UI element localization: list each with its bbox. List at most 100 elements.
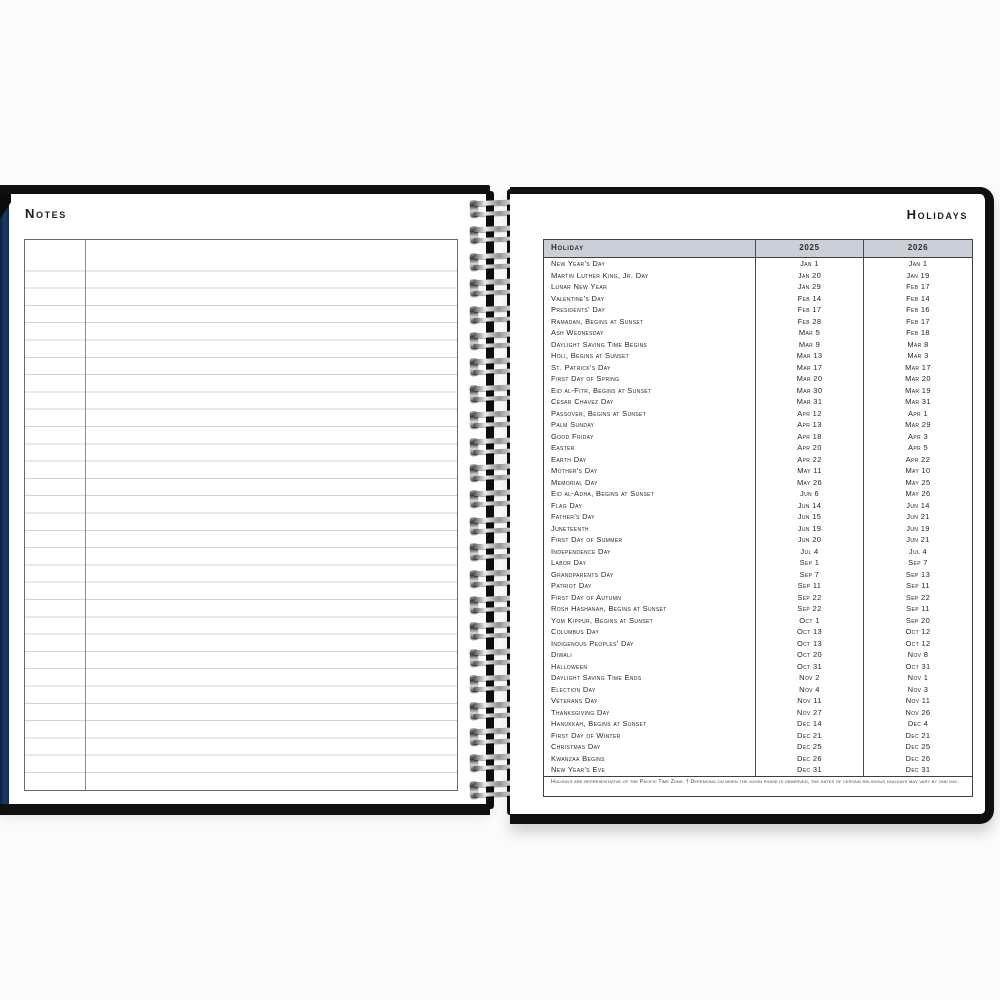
cover-spine-strip [0,193,9,804]
holiday-date-cell: Mar 13 [755,350,863,362]
table-row: Daylight Saving Time Ends Nov 2 Nov 1 [544,672,972,684]
holiday-date-cell: Feb 17 [863,281,972,293]
holiday-name-cell: Yom Kippur, Begins at Sunset [551,615,654,625]
holiday-date-cell: Nov 2 [755,672,863,684]
holiday-date-cell: Nov 4 [755,683,863,695]
holiday-date-cell: Mar 8 [863,338,972,350]
table-row: Ramadan, Begins at Sunset Feb 28 Feb 17 [544,315,972,327]
table-row: Passover, Begins at Sunset Apr 12 Apr 1 [544,407,972,419]
holiday-date-cell: Mar 20 [863,373,972,385]
holiday-date-cell: Dec 26 [755,752,863,764]
holiday-date-cell: Dec 14 [755,718,863,730]
holiday-name-cell: Father's Day [551,512,595,521]
holiday-date-cell: Feb 14 [863,292,972,304]
holiday-name-cell: New Year's Eve [551,765,606,774]
holiday-date-cell: May 25 [863,476,972,488]
holiday-date-cell: Sep 1 [755,557,863,569]
table-row: New Year's Day Jan 1 Jan 1 [544,258,972,270]
holiday-date-cell: Apr 22 [755,453,863,465]
holiday-date-cell: Jan 1 [755,258,863,270]
table-row: Holi, Begins at Sunset Mar 13 Mar 3 [544,350,972,362]
holiday-name-cell: Earth Day [551,454,587,464]
holiday-date-cell: Sep 11 [755,580,863,592]
holiday-name-cell: Rosh Hashanah, Begins at Sunset [551,604,667,613]
holiday-date-cell: Jan 1 [863,258,972,270]
holiday-date-cell: Sep 22 [755,591,863,603]
holiday-date-cell: Jun 21 [863,511,972,523]
table-row: Thanksgiving Day Nov 27 Nov 26 [544,706,972,718]
holiday-name-cell: Lunar New Year [551,282,608,291]
holiday-date-cell: Mar 17 [863,361,972,373]
holiday-date-cell: Dec 26 [863,752,972,764]
holiday-date-cell: Mar 9 [755,338,863,350]
holiday-date-cell: Feb 18 [863,327,972,339]
holiday-date-cell: Dec 21 [755,729,863,741]
table-row: First Day of Autumn Sep 22 Sep 22 [544,591,972,603]
holiday-date-cell: Jun 14 [863,499,972,511]
holiday-date-cell: Apr 12 [755,407,863,419]
left-page-bottom-cover-edge [0,804,490,815]
holiday-name-cell: Daylight Saving Time Ends [551,673,642,682]
holiday-name-cell: Indigenous Peoples' Day [551,638,634,648]
holiday-date-cell: Sep 22 [863,591,972,603]
holiday-date-cell: Sep 11 [863,580,972,592]
holiday-name-cell: First Day of Autumn [551,592,622,602]
table-row: Eid al-Fitr, Begins at Sunset Mar 30 Mar 1… [544,384,972,396]
holiday-name-cell: Halloween [551,661,588,671]
holiday-name-cell: Flag Day [551,500,583,510]
table-row: César Chávez Day Mar 31 Mar 31 [544,396,972,408]
holiday-name-cell: Thanksgiving Day [551,707,610,717]
holiday-name-cell: Palm Sunday [551,420,595,429]
holiday-date-cell: Feb 17 [755,304,863,316]
holiday-date-cell: Apr 5 [863,442,972,454]
holiday-date-cell: Mar 20 [755,373,863,385]
holiday-date-cell: Oct 31 [755,660,863,672]
holiday-date-cell: Dec 25 [755,741,863,753]
holiday-name-cell: Veterans Day [551,696,598,705]
holiday-date-cell: Apr 18 [755,430,863,442]
holiday-name-cell: Independence Day [551,546,611,556]
holiday-name-cell: St. Patrick's Day [551,362,611,372]
holiday-date-cell: Nov 8 [863,649,972,661]
holiday-date-cell: May 26 [755,476,863,488]
table-row: Ash Wednesday Mar 5 Feb 18 [544,327,972,339]
holiday-date-cell: Mar 29 [863,419,972,431]
holiday-date-cell: Feb 28 [755,315,863,327]
cover-spine-corner [0,193,11,219]
holiday-date-cell: Jun 14 [755,499,863,511]
holiday-name-cell: Diwali [551,650,572,659]
holiday-name-cell: Passover, Begins at Sunset [551,408,647,418]
holiday-date-cell: May 26 [863,488,972,500]
holiday-name-cell: Memorial Day [551,477,598,487]
holiday-date-cell: Dec 31 [863,764,972,776]
table-row: Daylight Saving Time Begins Mar 9 Mar 8 [544,338,972,350]
table-row: Labor Day Sep 1 Sep 7 [544,557,972,569]
holiday-date-cell: Oct 13 [755,637,863,649]
holiday-date-cell: Nov 26 [863,706,972,718]
table-row: Martin Luther King, Jr. Day Jan 20 Jan 19 [544,269,972,281]
holiday-date-cell: Mar 30 [755,384,863,396]
holiday-date-cell: Jun 21 [863,534,972,546]
holiday-name-cell: Presidents' Day [551,305,606,314]
header-holiday: Holiday [551,243,584,252]
holiday-date-cell: Apr 22 [863,453,972,465]
holiday-name-cell: Patriot Day [551,581,592,590]
holiday-date-cell: Nov 1 [863,672,972,684]
holiday-date-cell: Jan 19 [863,269,972,281]
table-row: Kwanzaa Begins Dec 26 Dec 26 [544,752,972,764]
holiday-date-cell: Nov 11 [755,695,863,707]
holiday-date-cell: Feb 14 [755,292,863,304]
holiday-date-cell: Nov 3 [863,683,972,695]
table-row: Columbus Day Oct 13 Oct 12 [544,626,972,638]
holidays-table: Holiday 2025 2026 New Year's Day Jan 1 Jan… [543,239,973,797]
holiday-date-cell: Dec 21 [863,729,972,741]
holiday-date-cell: Jun 19 [755,522,863,534]
notes-page-title: Notes [25,206,67,221]
table-row: Election Day Nov 4 Nov 3 [544,683,972,695]
holiday-name-cell: New Year's Day [551,259,606,268]
table-row: Halloween Oct 31 Oct 31 [544,660,972,672]
holiday-name-cell: Ramadan, Begins at Sunset [551,316,644,326]
holiday-date-cell: May 11 [755,465,863,477]
holiday-date-cell: Mar 3 [863,350,972,362]
